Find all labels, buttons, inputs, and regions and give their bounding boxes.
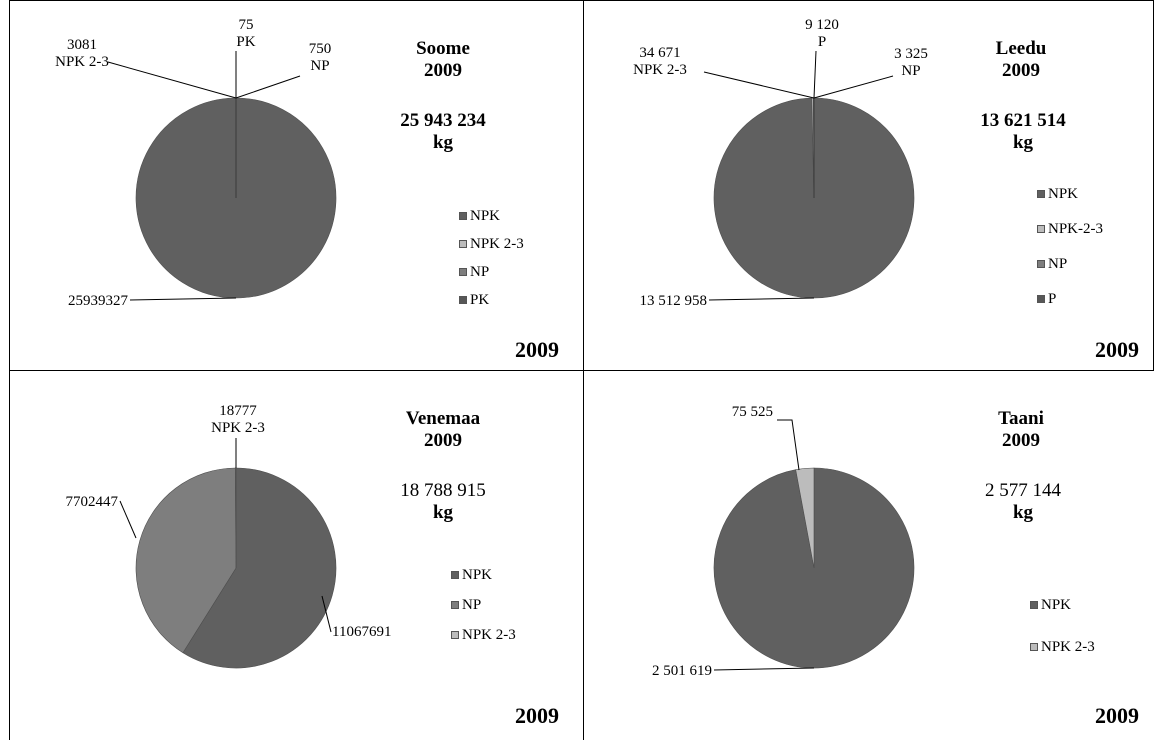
corner-year: 2009 — [1095, 703, 1139, 728]
data-label-value: 75 525 — [732, 404, 773, 420]
total-unit: kg — [432, 132, 454, 153]
title-year: 2009 — [1002, 430, 1040, 451]
title-year: 2009 — [424, 430, 462, 451]
data-label-value: 3081 — [67, 37, 97, 53]
data-label-value: 13 512 958 — [640, 293, 708, 309]
legend-swatch — [459, 268, 467, 276]
data-label-value: 75 — [239, 17, 254, 33]
data-label-value: 9 120 — [805, 17, 839, 33]
data-label-category: NPK 2-3 — [55, 54, 109, 70]
chart-title: Venemaa 2009 — [383, 408, 503, 452]
title-country: Soome — [416, 38, 470, 59]
data-label-value: 3 325 — [894, 46, 928, 62]
legend-swatch — [1037, 225, 1045, 233]
legend-swatch — [1030, 601, 1038, 609]
data-label-category: NPK 2-3 — [211, 420, 265, 436]
total-value: 13 621 514 — [980, 110, 1066, 131]
data-label-value: 2 501 619 — [652, 663, 712, 679]
chart-title: Taani 2009 — [961, 408, 1081, 452]
legend-swatch — [451, 571, 459, 579]
legend-swatch — [1037, 260, 1045, 268]
legend-swatch — [451, 601, 459, 609]
legend-swatch — [1037, 295, 1045, 303]
data-label-value: 11067691 — [332, 624, 391, 640]
total-amount: 25 943 234 kg — [373, 110, 513, 154]
data-label-value: 750 — [309, 41, 332, 57]
total-value: 18 788 915 — [400, 480, 486, 501]
legend-swatch — [1037, 190, 1045, 198]
total-value: 2 577 144 — [985, 480, 1061, 501]
leader-line — [708, 297, 815, 301]
leader-line — [235, 75, 301, 99]
pie-slice-npk-2-3 — [795, 467, 815, 569]
title-country: Taani — [998, 408, 1044, 429]
chart-leedu: 13 512 958 34 671 NPK 2-3 3 325 NP 9 120 P Lee… — [633, 17, 1139, 362]
legend-swatch — [451, 631, 459, 639]
total-value: 25 943 234 — [400, 110, 486, 131]
leader-line — [713, 667, 815, 671]
data-label-value: 25939327 — [68, 293, 129, 309]
data-label-category: NPK 2-3 — [633, 62, 687, 78]
chart-soome: 25939327 3081 NPK 2-3 750 NP 75 PK Soome 2009 … — [0, 0, 580, 370]
legend-swatch — [1030, 643, 1038, 651]
data-label-category: PK — [236, 34, 255, 50]
title-country: Venemaa — [405, 408, 481, 429]
total-amount: 2 577 144 kg — [953, 480, 1093, 524]
total-amount: 13 621 514 kg — [953, 110, 1093, 154]
title-year: 2009 — [424, 60, 462, 81]
data-label-value: 18777 — [219, 403, 257, 419]
data-label-category: NP — [310, 58, 329, 74]
chart-title: Soome 2009 — [383, 38, 503, 82]
chart-title: Leedu 2009 — [961, 38, 1081, 82]
legend-swatch — [459, 296, 467, 304]
data-label-category: NP — [901, 63, 920, 79]
legend-swatch — [459, 240, 467, 248]
leader-line — [813, 50, 817, 99]
leader-line — [777, 419, 800, 471]
total-unit: kg — [1012, 132, 1034, 153]
leader-line — [321, 595, 332, 633]
total-unit: kg — [432, 502, 454, 523]
total-amount: 18 788 915 kg — [373, 480, 513, 524]
total-unit: kg — [1012, 502, 1034, 523]
data-label-value: 34 671 — [639, 45, 680, 61]
data-label-value: 7702447 — [66, 494, 119, 510]
corner-year: 2009 — [1095, 337, 1139, 362]
leader-line — [129, 297, 237, 301]
leader-line — [703, 71, 815, 99]
leader-line — [813, 75, 894, 99]
data-label-category: P — [818, 34, 826, 50]
title-year: 2009 — [1002, 60, 1040, 81]
pie-slice-npk — [182, 467, 337, 669]
leader-line — [107, 61, 237, 99]
corner-year: 2009 — [515, 703, 559, 728]
corner-year: 2009 — [515, 337, 559, 362]
legend-swatch — [459, 212, 467, 220]
leader-line — [119, 500, 137, 539]
chart-venemaa: 11067691 7702447 18777 NPK 2-3 Venemaa 2009… — [66, 403, 560, 728]
title-country: Leedu — [995, 38, 1047, 59]
pie-slice-np — [135, 467, 237, 654]
